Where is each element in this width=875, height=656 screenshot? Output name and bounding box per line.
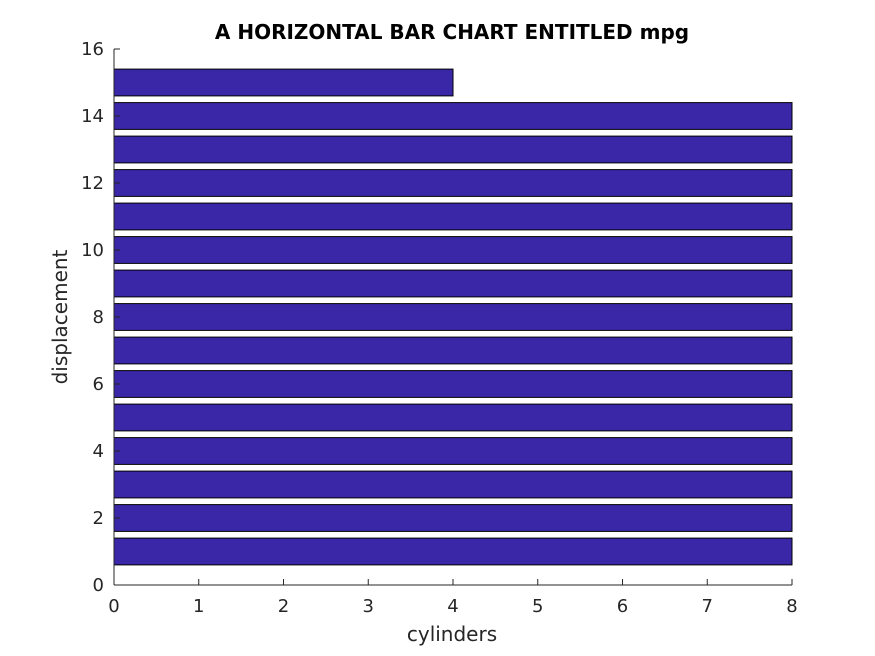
- bar-5: [113, 403, 793, 432]
- x-tick-label-7: 7: [702, 596, 713, 617]
- bar-11: [113, 202, 793, 231]
- y-tick-label-6: 6: [93, 374, 104, 395]
- x-tick-label-4: 4: [447, 596, 458, 617]
- bar-7: [113, 336, 793, 365]
- y-tick-label-8: 8: [93, 307, 104, 328]
- bars-group: [113, 68, 793, 566]
- bar-3: [113, 470, 793, 499]
- y-axis-label: displacement: [48, 249, 72, 384]
- bar-14: [113, 102, 793, 130]
- y-tick-label-0: 0: [93, 575, 104, 596]
- x-ticks: 0 1 2 3 4 5 6 7 8: [108, 579, 798, 617]
- x-tick-label-8: 8: [786, 596, 797, 617]
- bar-9: [113, 269, 793, 298]
- y-tick-label-2: 2: [93, 508, 104, 529]
- x-tick-label-5: 5: [532, 596, 543, 617]
- y-tick-label-16: 16: [81, 39, 104, 60]
- y-ticks: 0 2 4 6 8 10 12 14 16: [81, 39, 120, 596]
- y-tick-label-14: 14: [81, 106, 104, 127]
- y-tick-label-12: 12: [81, 173, 104, 194]
- bar-1: [113, 537, 793, 566]
- bar-10: [113, 236, 793, 264]
- y-tick-label-4: 4: [93, 441, 104, 462]
- bar-8: [113, 303, 793, 331]
- bar-2: [113, 504, 793, 532]
- x-axis-label: cylinders: [407, 622, 497, 646]
- bar-13: [113, 135, 793, 164]
- x-tick-label-0: 0: [108, 596, 119, 617]
- bar-12: [113, 169, 793, 197]
- bar-4: [113, 437, 793, 465]
- bar-6: [113, 370, 793, 398]
- x-tick-label-3: 3: [363, 596, 374, 617]
- x-tick-label-2: 2: [278, 596, 289, 617]
- y-tick-label-10: 10: [81, 240, 104, 261]
- x-tick-label-1: 1: [193, 596, 204, 617]
- x-tick-label-6: 6: [617, 596, 628, 617]
- bar-15: [113, 68, 454, 97]
- chart-title: A HORIZONTAL BAR CHART ENTITLED mpg: [215, 20, 689, 44]
